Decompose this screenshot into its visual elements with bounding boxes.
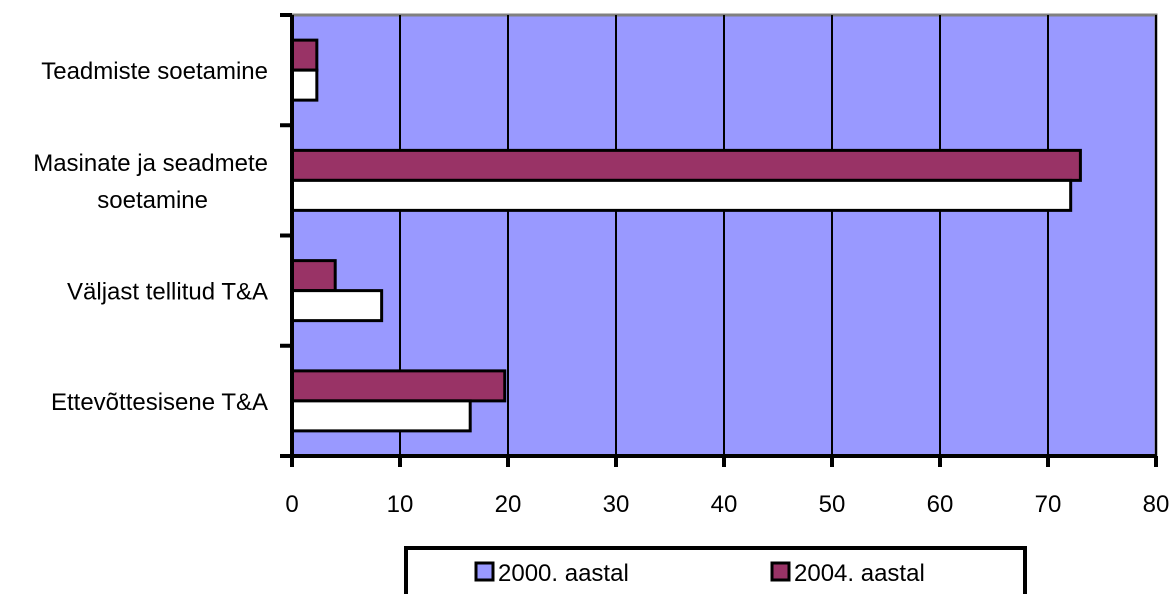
legend-box xyxy=(404,546,1027,594)
category-label-line: Väljast tellitud T&A xyxy=(67,279,268,306)
x-tick-label: 40 xyxy=(711,491,738,518)
category-label: Ettevõttesisene T&A xyxy=(51,389,268,416)
x-tick-labels: 0 10 20 30 40 50 60 70 80 xyxy=(285,491,1169,518)
category-label: Väljast tellitud T&A xyxy=(67,279,268,306)
legend: 2000. aastal 2004. aastal xyxy=(404,546,1027,594)
x-tick-label: 0 xyxy=(285,491,298,518)
category-label: Masinate ja seadmete soetamine xyxy=(33,150,268,214)
x-tick-label: 60 xyxy=(927,491,954,518)
legend-swatch xyxy=(474,561,495,582)
bar xyxy=(290,259,337,293)
category-label-line: soetamine xyxy=(97,187,208,214)
x-tick-label: 20 xyxy=(495,491,522,518)
bar xyxy=(290,148,1082,182)
category-label-line: Masinate ja seadmete xyxy=(33,150,268,177)
x-tick-label: 50 xyxy=(819,491,846,518)
x-tick-label: 30 xyxy=(603,491,630,518)
bar xyxy=(290,289,384,323)
axes xyxy=(280,13,1158,467)
bar xyxy=(290,68,319,102)
bar xyxy=(290,178,1073,212)
x-tick-label: 80 xyxy=(1143,491,1170,518)
legend-swatch xyxy=(770,561,791,582)
bars xyxy=(290,38,1082,433)
x-tick-label: 70 xyxy=(1035,491,1062,518)
bar xyxy=(290,399,472,433)
bar xyxy=(290,38,319,72)
legend-label: 2000. aastal xyxy=(498,560,629,587)
category-label: Teadmiste soetamine xyxy=(41,58,268,85)
category-labels: Teadmiste soetamine Masinate ja seadmete s… xyxy=(33,58,268,416)
legend-label: 2004. aastal xyxy=(794,560,925,587)
category-label-line: Ettevõttesisene T&A xyxy=(51,389,268,416)
x-tick-label: 10 xyxy=(387,491,414,518)
bar xyxy=(290,369,507,403)
category-label-line: Teadmiste soetamine xyxy=(41,58,268,85)
